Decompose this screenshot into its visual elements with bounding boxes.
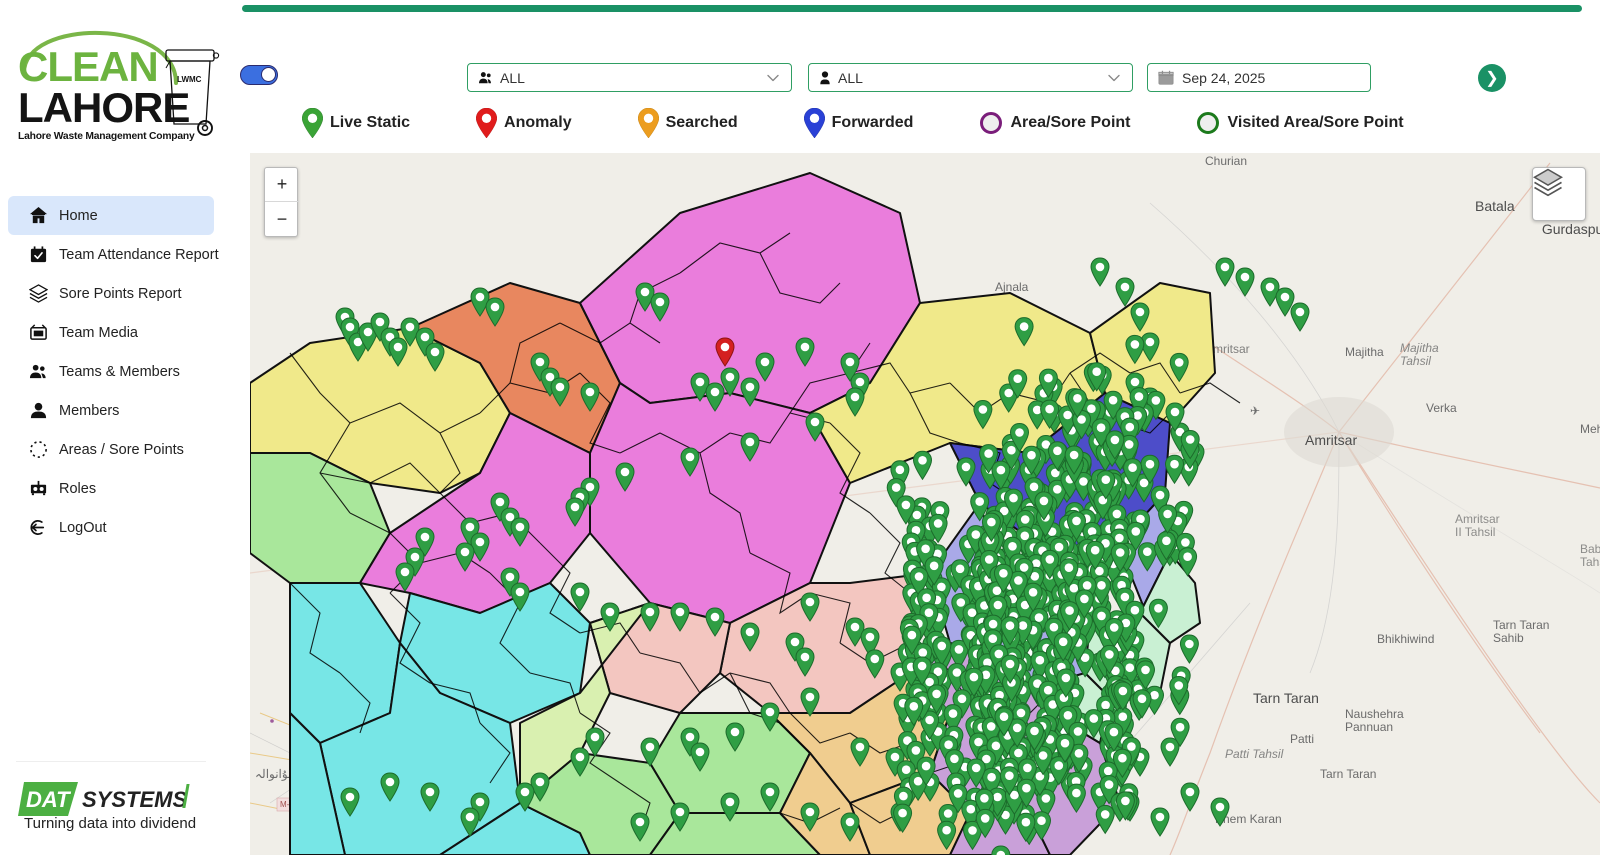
svg-text:DAT: DAT	[26, 787, 71, 812]
svg-text:Majitha: Majitha	[1345, 345, 1384, 359]
svg-text:Majitha: Majitha	[1400, 341, 1439, 355]
svg-text:LAHORE: LAHORE	[18, 84, 189, 131]
svg-text:Tahsil: Tahsil	[1400, 354, 1431, 368]
svg-text:✈: ✈	[1250, 404, 1260, 418]
svg-text:SYSTEMS: SYSTEMS	[82, 787, 187, 812]
svg-text:Tarn Taran: Tarn Taran	[1493, 618, 1549, 632]
svg-text:Tarn Taran: Tarn Taran	[1253, 690, 1319, 706]
svg-text:Churian: Churian	[1205, 154, 1247, 168]
svg-text:Ajnala: Ajnala	[995, 280, 1029, 294]
svg-text:Amritsar: Amritsar	[1305, 432, 1357, 448]
svg-text:Naushehra: Naushehra	[1345, 707, 1404, 721]
svg-text:Batala: Batala	[1475, 198, 1515, 214]
svg-text:Pannuan: Pannuan	[1345, 720, 1393, 734]
svg-text:Patti: Patti	[1290, 732, 1314, 746]
svg-text:Baba Bak: Baba Bak	[1580, 542, 1600, 556]
svg-text:Lahore Waste Management Compan: Lahore Waste Management Company	[18, 131, 195, 142]
svg-text:Amritsar: Amritsar	[1455, 512, 1500, 526]
svg-text:Tarn Taran: Tarn Taran	[1320, 767, 1376, 781]
svg-text:II Tahsil: II Tahsil	[1455, 525, 1495, 539]
svg-text:Tahsil: Tahsil	[1580, 555, 1600, 569]
svg-text:Verka: Verka	[1426, 401, 1457, 415]
svg-text:Turning data into dividend: Turning data into dividend	[24, 815, 196, 832]
svg-text:Patti Tahsil: Patti Tahsil	[1225, 747, 1284, 761]
svg-text:Mehta: Mehta	[1580, 422, 1600, 436]
svg-text:CLEAN: CLEAN	[18, 43, 158, 90]
svg-text:Bhikhiwind: Bhikhiwind	[1377, 632, 1434, 646]
svg-text:LWMC: LWMC	[177, 75, 202, 84]
svg-text:Sahib: Sahib	[1493, 631, 1524, 645]
